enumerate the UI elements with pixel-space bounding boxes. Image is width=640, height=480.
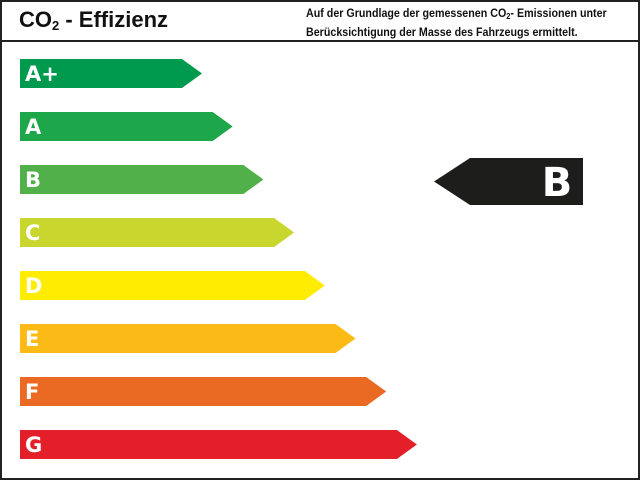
title-subscript: 2 [52, 18, 60, 33]
class-arrow-A+ [20, 59, 202, 88]
class-arrow-F [20, 377, 387, 406]
title-prefix: CO [19, 7, 52, 32]
class-label: G [25, 433, 42, 457]
header: CO2 - Effizienz Auf der Grundlage der ge… [0, 0, 640, 42]
class-label: D [25, 274, 42, 298]
desc-subscript: 2 [506, 12, 511, 21]
class-arrow-D [20, 271, 325, 300]
class-label: E [25, 327, 39, 351]
description: Auf der Grundlage der gemessenen CO2- Em… [306, 6, 607, 41]
title-suffix: - Effizienz [59, 7, 169, 32]
class-label: A+ [25, 62, 59, 86]
class-arrow-A [20, 112, 233, 141]
desc-text-a: Auf der Grundlage der gemessenen CO [306, 8, 507, 20]
class-arrow-E [20, 324, 356, 353]
class-label: C [25, 221, 40, 245]
page-title: CO2 - Effizienz [19, 7, 168, 33]
description-line-1: Auf der Grundlage der gemessenen CO2- Em… [306, 6, 607, 25]
class-label: A [25, 115, 42, 139]
rating-pointer [434, 158, 583, 205]
rating-label: B [542, 160, 573, 206]
class-label: B [25, 168, 41, 192]
desc-text-b: - Emissionen unter [510, 8, 607, 20]
class-arrow-C [20, 218, 295, 247]
description-line-2: Berücksichtigung der Masse des Fahrzeugs… [306, 27, 578, 39]
class-label: F [25, 380, 39, 404]
class-arrow-G [20, 430, 417, 459]
class-arrow-B [20, 165, 264, 194]
